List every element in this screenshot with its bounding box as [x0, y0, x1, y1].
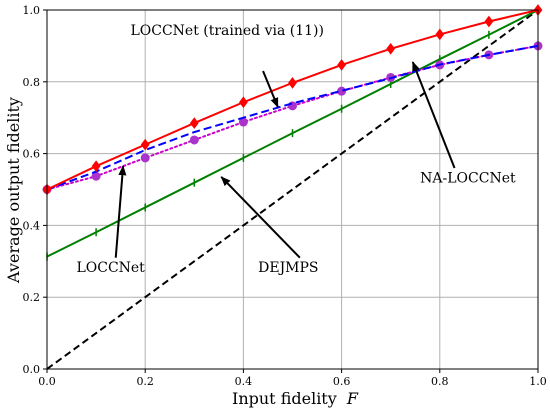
series-magenta-point — [140, 153, 150, 163]
series-black-line — [46, 9, 539, 370]
y-tick-label: 0.8 — [23, 76, 41, 89]
ticks-layer: 0.0 0.2 0.4 0.6 0.8 1.0 0.0 0.2 0.4 0.6 0.8 1.0 — [23, 4, 547, 388]
x-axis-label-symbol: F — [346, 389, 359, 408]
x-tick-label: 0.8 — [431, 375, 449, 388]
series-red-point — [140, 138, 150, 151]
x-tick-label: 1.0 — [529, 375, 547, 388]
x-axis-label-text: Input fidelity — [232, 389, 337, 408]
annotation-label: DEJMPS — [258, 260, 318, 276]
series-magenta-point — [288, 101, 297, 111]
x-tick-label: 0.4 — [235, 375, 253, 388]
x-tick-label: 0.2 — [136, 375, 154, 388]
series-red-point — [484, 15, 494, 28]
series-red-point — [239, 96, 248, 109]
annotation-label: NA-LOCCNet — [420, 170, 516, 186]
y-tick-label: 1.0 — [23, 4, 41, 17]
series-magenta-point — [337, 86, 347, 96]
annotation-arrow — [411, 61, 456, 169]
series-red-point — [386, 42, 396, 55]
annotation-label: LOCCNet (trained via (11)) — [130, 23, 324, 39]
series-blue-line — [46, 44, 539, 191]
annotation-label: LOCCNet — [76, 260, 145, 276]
annotation-arrow — [114, 165, 127, 258]
series-red-point — [288, 77, 297, 89]
annotations-layer: LOCCNet (trained via (11)) LOCCNet DEJMPS N… — [76, 23, 516, 276]
series-red-point — [189, 117, 199, 129]
series-red-point — [435, 28, 445, 41]
series-layer — [42, 4, 543, 370]
y-tick-label: 0.2 — [23, 291, 41, 304]
x-tick-label: 0.6 — [333, 375, 351, 388]
annotation-arrow — [220, 176, 301, 259]
y-tick-label: 0.0 — [23, 363, 41, 376]
y-tick-label: 0.6 — [23, 148, 41, 161]
series-red-point — [337, 59, 346, 71]
x-axis-label: Input fidelity F — [232, 389, 359, 408]
series-magenta-point — [189, 135, 199, 145]
y-tick-label: 0.4 — [23, 219, 41, 232]
y-axis-label: Average output fidelity — [4, 97, 23, 284]
annotation-arrow — [262, 70, 279, 108]
x-tick-label: 0.0 — [38, 375, 56, 388]
plot-frame — [46, 9, 539, 370]
series-red-point — [91, 160, 101, 172]
